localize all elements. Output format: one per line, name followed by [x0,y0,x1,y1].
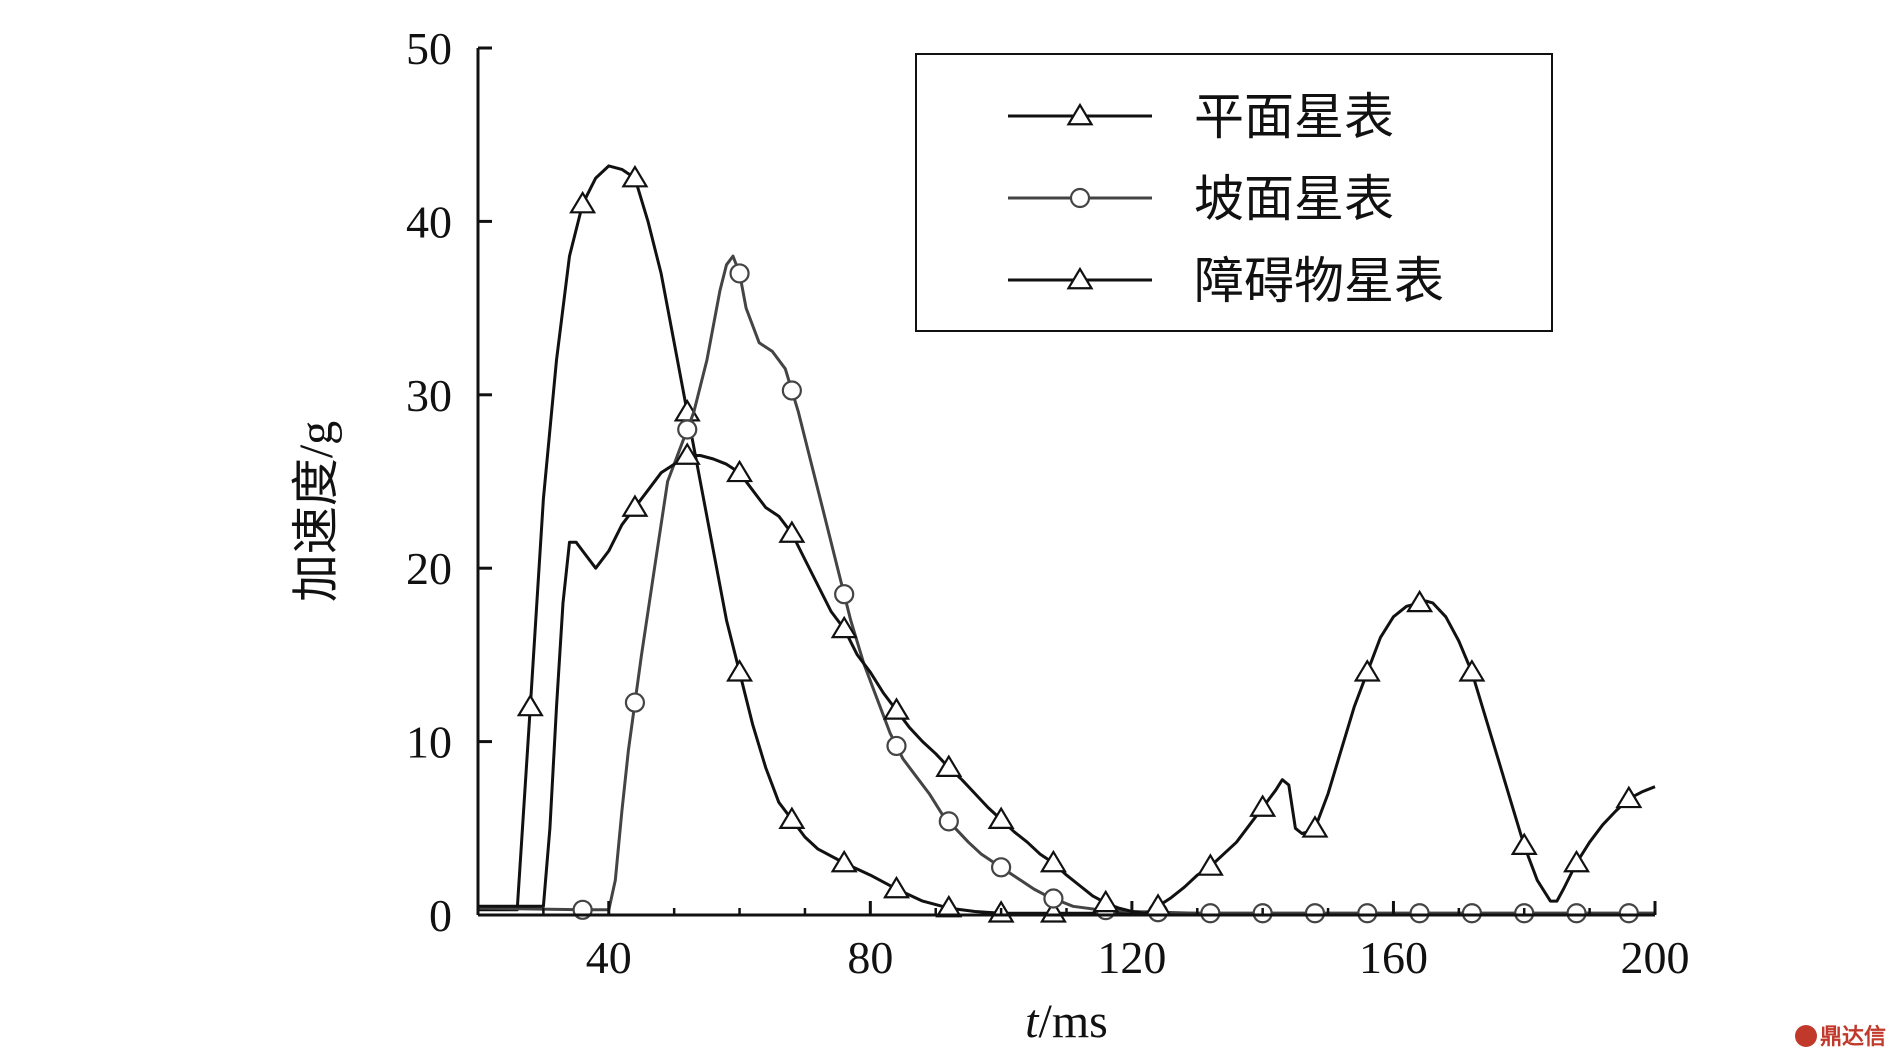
data-point [1615,785,1643,809]
data-point [781,380,802,401]
y-tick-label: 40 [406,196,452,247]
y-tick-label: 30 [406,370,452,421]
x-axis-title-unit: /ms [1038,995,1107,1048]
series-line [477,254,1655,915]
series-2 [477,254,1655,924]
plot-area [477,164,1656,924]
x-axis-title-variable: t [1025,995,1040,1048]
data-point [1458,659,1486,682]
data-point [1092,889,1120,913]
data-point [886,735,907,757]
series-line [478,454,1656,915]
data-point [1357,903,1378,924]
data-point [830,849,858,873]
data-point [726,459,754,483]
data-point [1618,903,1639,924]
watermark-text: 鼎达信 [1820,1024,1886,1050]
legend-box [915,53,1553,332]
y-tick-label: 50 [406,23,452,74]
data-point [1200,903,1221,924]
x-tick-label: 200 [1621,932,1690,983]
legend-label: 障碍物星表 [1194,252,1444,310]
data-point [1510,832,1538,855]
data-point [987,806,1015,829]
series-1 [478,164,1655,923]
series-3 [478,442,1656,916]
data-point [834,584,855,605]
watermark-icon [1795,1025,1817,1047]
data-point [1566,903,1587,924]
data-point [778,520,806,543]
data-point [1144,893,1172,916]
legend-item: 坡面星表 [1008,170,1394,228]
x-tick-label: 160 [1359,932,1428,983]
data-point [1039,900,1067,923]
y-axis-title: 加速度/g [290,421,343,602]
watermark-logo: 鼎达信 [1795,1024,1886,1050]
x-axis-title: t/ms [1025,995,1108,1048]
data-point [1249,794,1277,817]
data-point [1353,659,1381,682]
legend-marker [1066,102,1094,126]
y-tick-label: 20 [406,543,452,594]
y-tick-label: 0 [429,890,452,941]
data-point [1196,853,1224,876]
data-point [729,263,750,284]
data-point [778,806,806,829]
axes: 0 10 20 30 40 50 40 80 120 160 200 [406,23,1690,983]
data-point [991,857,1012,878]
data-point [1409,903,1430,924]
y-tick-label: 10 [406,717,452,768]
data-point [621,164,649,188]
legend-marker [1069,187,1091,209]
data-point [1563,849,1591,873]
data-point [882,875,910,899]
data-point [569,190,597,214]
data-point [1406,589,1434,613]
data-point [673,442,701,465]
data-point [1461,903,1483,924]
legend-label: 平面星表 [1194,88,1394,146]
legend-item: 障碍物星表 [1008,252,1444,310]
data-point [624,692,646,713]
x-tick-label: 80 [847,932,893,983]
legend-label: 坡面星表 [1194,170,1394,228]
data-point [938,811,959,832]
x-tick-label: 40 [586,932,632,983]
data-point [1039,849,1067,873]
data-point [1301,815,1329,838]
data-point [830,615,858,639]
data-point [935,754,963,777]
x-tick-label: 120 [1097,932,1166,983]
data-point [1304,903,1326,924]
data-point [621,494,649,517]
data-point [516,693,544,717]
legend-marker [1066,266,1094,290]
data-point [882,697,910,720]
data-point [726,659,754,682]
data-point [677,419,698,440]
legend-item: 平面星表 [1008,88,1394,146]
data-point [1043,888,1064,909]
